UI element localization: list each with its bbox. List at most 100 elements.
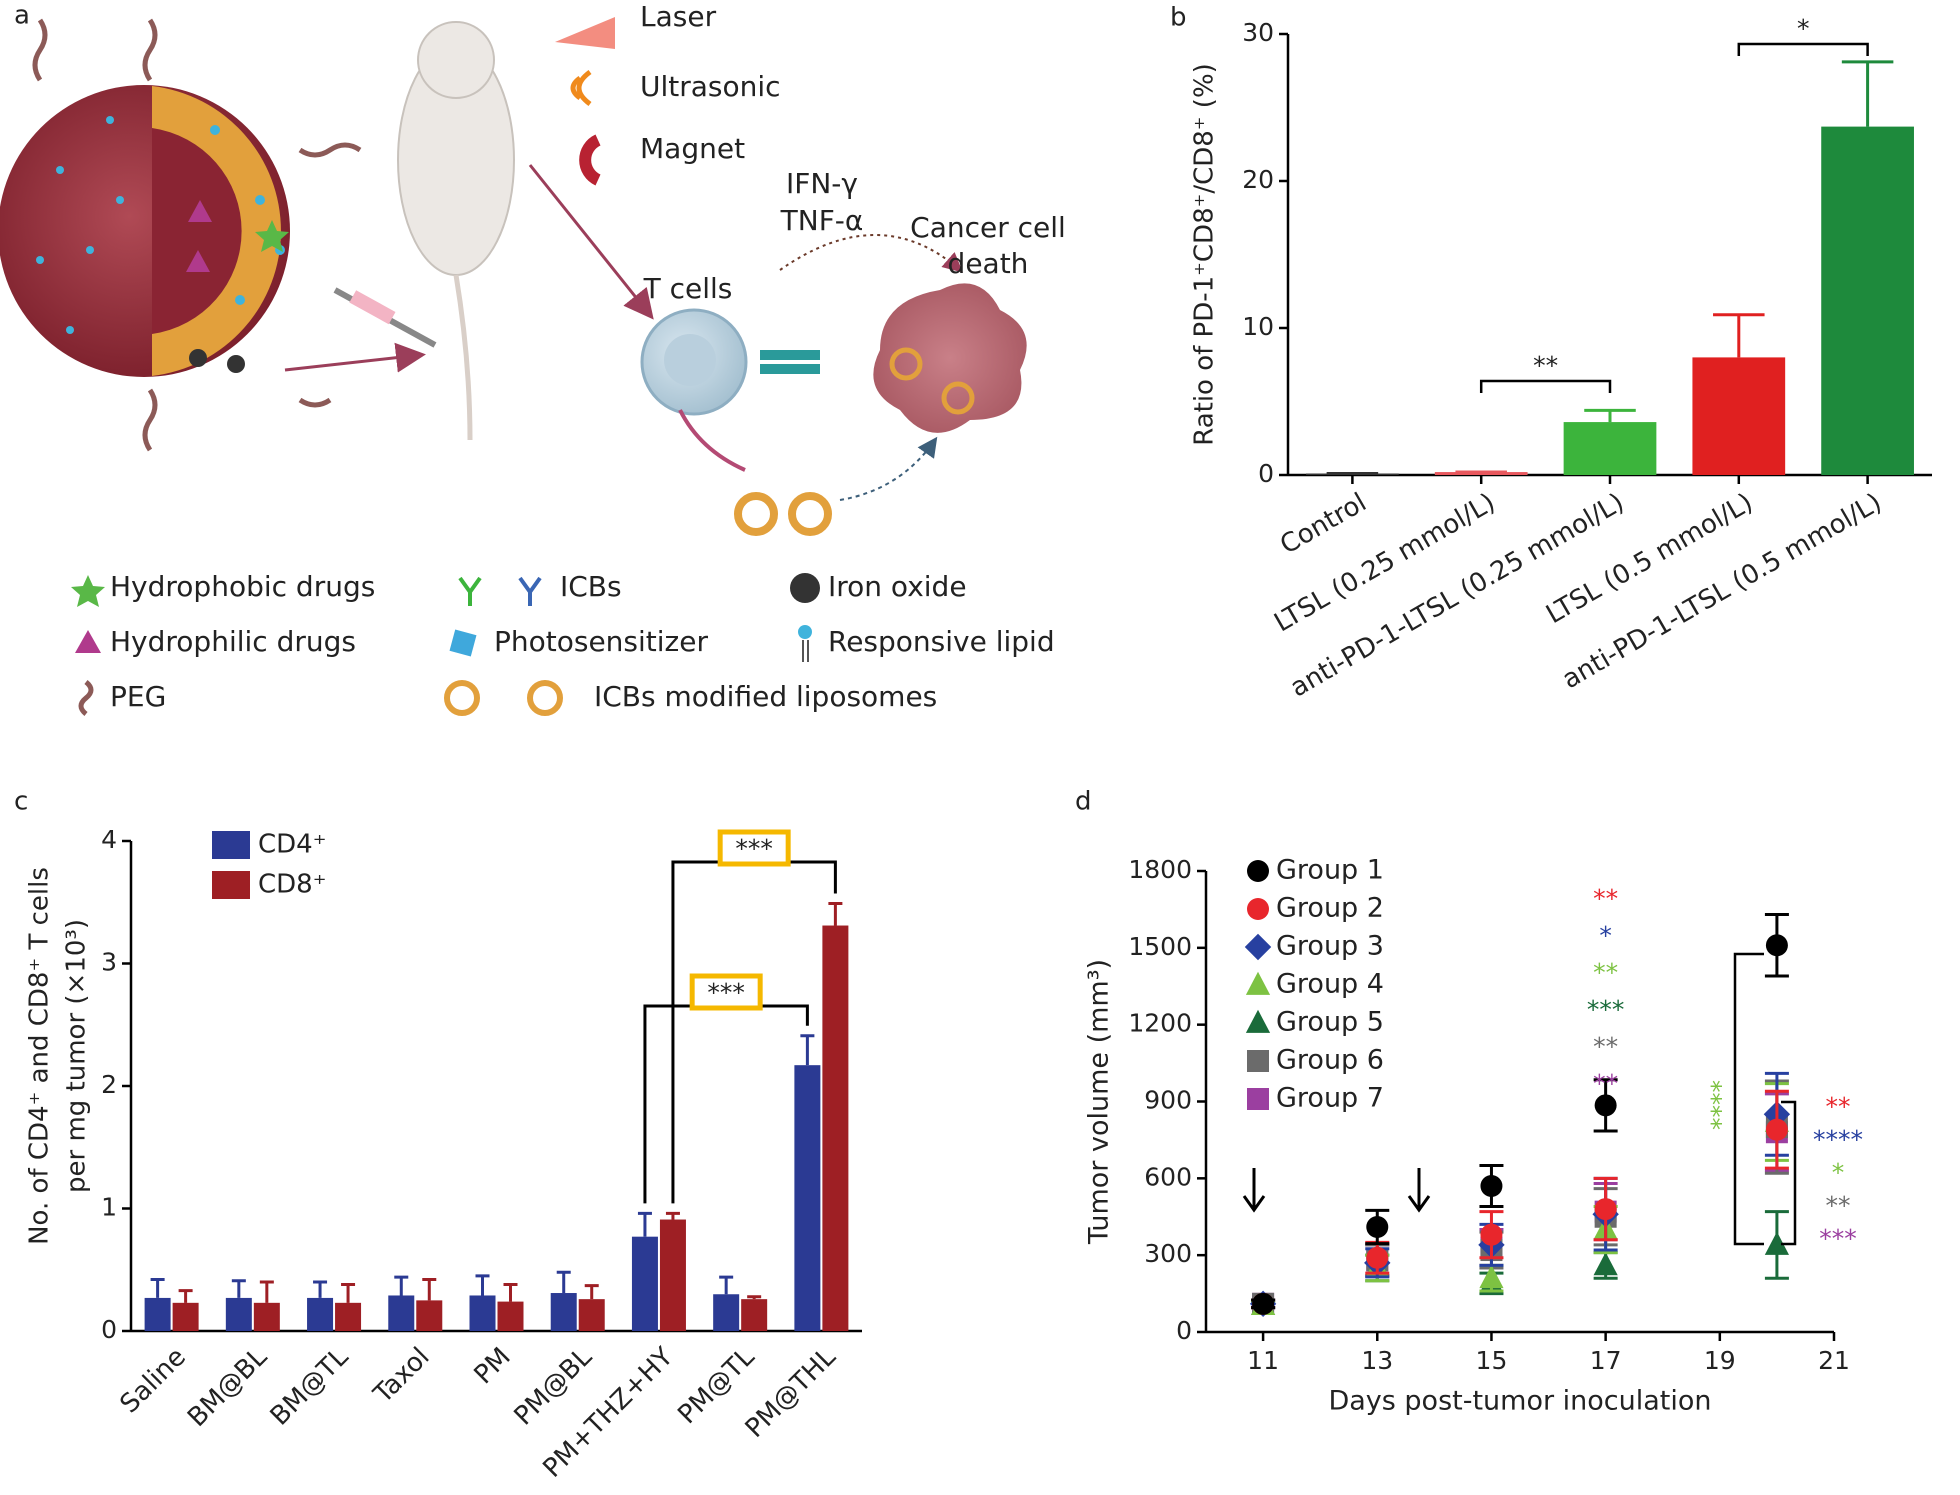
error-bar: [178, 1289, 193, 1303]
legend-marker: [1245, 1009, 1271, 1033]
legend-label: CD8⁺: [258, 870, 326, 900]
bar: [1563, 422, 1657, 475]
treatment-arrow: [1242, 1168, 1266, 1213]
significance-bracket: [1781, 1100, 1797, 1246]
stimulus-label: Laser: [640, 0, 717, 33]
significance-label: ***: [735, 834, 773, 863]
significance-label: *: [1797, 14, 1810, 43]
bar: [253, 1302, 280, 1331]
error-bar: [231, 1279, 246, 1298]
y-tick-label: 3: [101, 948, 117, 977]
bar: [307, 1297, 334, 1331]
y-tick-label: 0: [101, 1315, 117, 1344]
error-bar: [800, 1034, 815, 1066]
legend-label: Responsive lipid: [828, 625, 1055, 658]
y-axis-title: Ratio of PD-1⁺CD8⁺/CD8⁺ (%): [1190, 63, 1220, 446]
x-tick-label: Control: [1275, 488, 1371, 561]
legend-label: PEG: [110, 680, 166, 713]
bar: [578, 1299, 605, 1331]
cytokine-label: TNF-α: [780, 204, 864, 237]
legend-marker: [1247, 860, 1269, 882]
y-tick-label: 1: [101, 1193, 117, 1222]
marker: [1764, 1231, 1790, 1255]
significance-label: **: [1533, 351, 1558, 380]
x-tick-label: BM@BL: [182, 1342, 273, 1433]
legend-label: Group 3: [1276, 931, 1384, 962]
legend-label: CD4⁺: [258, 830, 326, 860]
bar: [469, 1295, 496, 1331]
y-tick-label: 1800: [1128, 855, 1192, 884]
error-bar: [503, 1282, 518, 1302]
significance-bracket: [1479, 379, 1612, 393]
y-tick-label: 1200: [1128, 1009, 1192, 1038]
y-tick-label: 4: [101, 825, 117, 854]
photosensitizer-dots: [36, 116, 285, 334]
cancer-label: Cancer cell: [910, 211, 1066, 244]
error-bar: [259, 1280, 274, 1303]
x-tick-label: Taxol: [367, 1342, 435, 1410]
bar: [388, 1295, 415, 1331]
legend-label: Hydrophobic drugs: [110, 570, 375, 603]
bar: [822, 925, 849, 1331]
panel-label: d: [1075, 787, 1092, 817]
error-bar: [1713, 313, 1765, 358]
error-bar: [828, 901, 843, 926]
y-tick-label: 600: [1144, 1162, 1192, 1191]
x-axis-title: Days post-tumor inoculation: [1328, 1386, 1711, 1417]
y-tick-label: 30: [1242, 18, 1274, 47]
x-tick-label: 19: [1704, 1346, 1736, 1375]
y-tick-label: 900: [1144, 1086, 1192, 1115]
x-tick-label: 17: [1590, 1346, 1622, 1375]
significance-label: **: [1826, 1191, 1851, 1220]
x-tick-label: LTSL (0.25 mmol/L): [1269, 488, 1500, 639]
significance-label: ****: [1706, 1080, 1735, 1130]
x-tick-label: PM@THL: [740, 1342, 842, 1444]
significance-label: *: [1832, 1158, 1845, 1187]
legend-marker: [1247, 1050, 1269, 1072]
bar: [741, 1299, 768, 1331]
error-bar: [1841, 60, 1894, 127]
stimulus-label: Ultrasonic: [640, 70, 781, 103]
error-bar: [475, 1274, 490, 1296]
significance-label: **: [1593, 1032, 1618, 1061]
significance-bracket: [643, 1004, 809, 1204]
marker: [1479, 1265, 1504, 1289]
significance-bracket: [1733, 952, 1764, 1246]
bar: [659, 1219, 686, 1331]
legend-marker: [1245, 971, 1271, 995]
significance-label: ***: [1819, 1224, 1857, 1253]
error-bar: [394, 1275, 409, 1296]
legend-marker: [1244, 933, 1272, 961]
legend-label: Group 4: [1276, 969, 1384, 1000]
significance-label: **: [1593, 958, 1618, 987]
bar: [225, 1297, 252, 1331]
legend-marker: [1247, 1088, 1269, 1110]
stimulus-label: Magnet: [640, 132, 745, 165]
y-tick-label: 1500: [1128, 932, 1192, 961]
marker: [1765, 1118, 1788, 1141]
x-tick-label: 21: [1818, 1346, 1850, 1375]
bar: [144, 1297, 171, 1331]
y-tick-label: 10: [1242, 312, 1274, 341]
error-bar: [637, 1211, 652, 1237]
y-axis-title: per mg tumor (×10³): [62, 919, 92, 1193]
error-bar: [313, 1280, 328, 1298]
y-tick-label: 300: [1144, 1239, 1192, 1268]
marker: [1480, 1175, 1503, 1198]
y-axis-title: Tumor volume (mm³): [1084, 959, 1115, 1245]
x-tick-label: LTSL (0.5 mmol/L): [1541, 488, 1758, 630]
legend-label: Hydrophilic drugs: [110, 625, 356, 658]
significance-box: [689, 973, 763, 1011]
marker: [1252, 1292, 1275, 1315]
y-tick-label: 20: [1242, 165, 1274, 194]
marker: [1765, 934, 1788, 957]
legend-label: Group 7: [1276, 1083, 1384, 1114]
bar: [497, 1301, 524, 1331]
bar: [550, 1293, 577, 1331]
treatment-arrow: [1407, 1168, 1431, 1213]
x-tick-label: 13: [1361, 1346, 1393, 1375]
tcell-label: T cells: [643, 272, 733, 305]
bar: [335, 1302, 362, 1331]
marker: [1366, 1215, 1389, 1238]
significance-bracket: [1737, 42, 1869, 56]
